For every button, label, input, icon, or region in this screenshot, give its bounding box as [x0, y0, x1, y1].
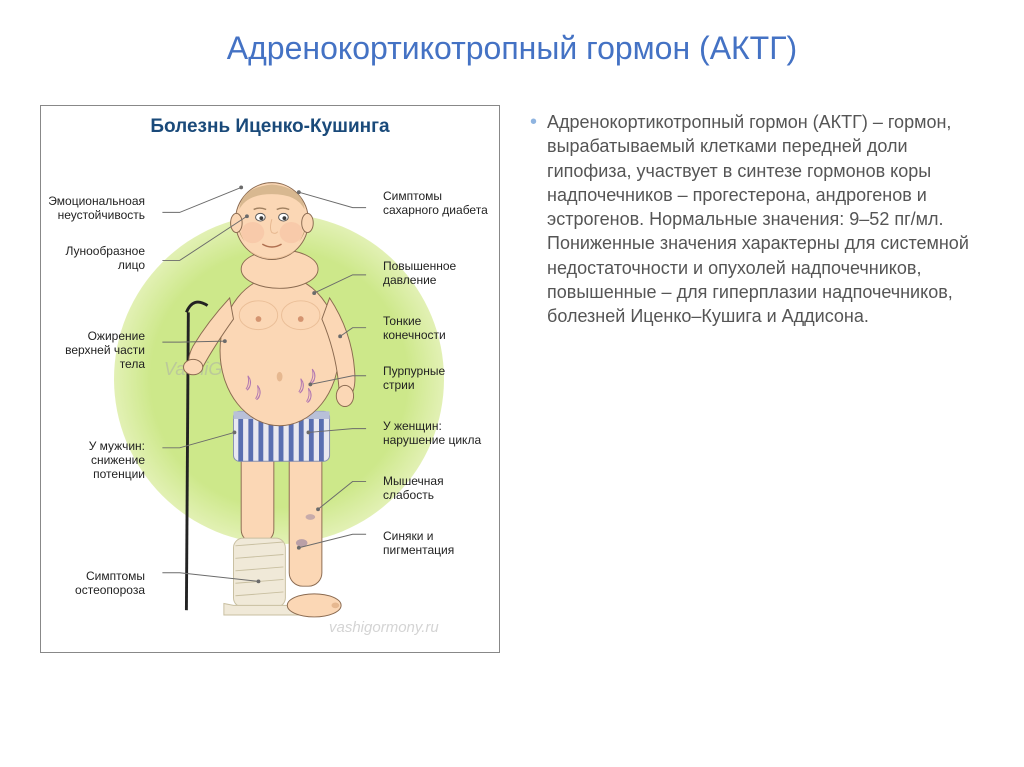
symptom-label: Ожирение верхней части тела	[35, 330, 145, 371]
symptom-label: Тонкие конечности	[383, 315, 501, 343]
symptom-label: У мужчин: снижение потенции	[35, 440, 145, 481]
symptom-label: У женщин: нарушение цикла	[383, 420, 501, 448]
page-title: Адренокортикотропный гормон (АКТГ)	[40, 30, 984, 67]
bullet-row: • Адренокортикотропный гормон (АКТГ) – г…	[530, 110, 984, 329]
symptom-label: Эмоциональноая неустойчивость	[35, 195, 145, 223]
content-row: Болезнь Иценко-Кушинга VashiGormony vash…	[40, 105, 984, 653]
diagram-panel: Болезнь Иценко-Кушинга VashiGormony vash…	[40, 105, 500, 653]
symptom-label: Мышечная слабость	[383, 475, 501, 503]
symptom-label: Симптомы сахарного диабета	[383, 190, 501, 218]
diagram-title: Болезнь Иценко-Кушинга	[49, 116, 491, 138]
symptom-label: Пурпурные стрии	[383, 365, 501, 393]
symptom-label: Лунообразное лицо	[35, 245, 145, 273]
symptom-label: Симптомы остеопороза	[35, 570, 145, 598]
symptom-label: Повышенное давление	[383, 260, 501, 288]
description-text: Адренокортикотропный гормон (АКТГ) – гор…	[547, 110, 984, 329]
bullet-icon: •	[530, 110, 537, 329]
text-side: • Адренокортикотропный гормон (АКТГ) – г…	[530, 105, 984, 653]
symptom-label: Синяки и пигментация	[383, 530, 501, 558]
diagram-area: VashiGormony vashigormony.ru Эмоциональн…	[49, 144, 491, 644]
